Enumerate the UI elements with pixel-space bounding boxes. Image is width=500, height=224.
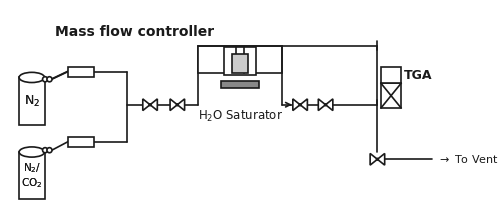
- Text: H$_2$O Saturator: H$_2$O Saturator: [198, 109, 284, 124]
- Polygon shape: [178, 99, 184, 111]
- Polygon shape: [170, 99, 177, 111]
- Bar: [221, 81, 259, 88]
- Bar: [232, 54, 248, 73]
- Bar: [68, 137, 94, 146]
- Bar: [381, 83, 401, 108]
- Polygon shape: [300, 99, 308, 111]
- Polygon shape: [326, 99, 333, 111]
- Polygon shape: [150, 99, 158, 111]
- Circle shape: [47, 77, 52, 82]
- Bar: [19, 152, 44, 199]
- Polygon shape: [370, 153, 378, 165]
- Polygon shape: [318, 99, 326, 111]
- Circle shape: [376, 158, 379, 161]
- Text: N$_2$/
CO$_2$: N$_2$/ CO$_2$: [21, 161, 42, 190]
- Circle shape: [148, 103, 152, 106]
- Text: Mass flow controller: Mass flow controller: [54, 25, 214, 39]
- Polygon shape: [293, 99, 300, 111]
- Circle shape: [42, 77, 48, 82]
- Circle shape: [298, 103, 302, 106]
- Text: N$_2$: N$_2$: [24, 94, 40, 109]
- Circle shape: [176, 103, 178, 106]
- Bar: [19, 78, 44, 125]
- Bar: [68, 67, 94, 77]
- Circle shape: [42, 148, 48, 153]
- Circle shape: [324, 103, 327, 106]
- Ellipse shape: [19, 72, 44, 82]
- Text: TGA: TGA: [404, 69, 432, 82]
- Ellipse shape: [19, 147, 44, 157]
- Polygon shape: [378, 153, 384, 165]
- Text: N$_2$/
CO$_2$: N$_2$/ CO$_2$: [21, 161, 42, 190]
- Text: N$_2$: N$_2$: [24, 94, 40, 109]
- Text: $\rightarrow$ To Vent: $\rightarrow$ To Vent: [436, 153, 498, 165]
- Polygon shape: [143, 99, 150, 111]
- Bar: [224, 47, 256, 75]
- Bar: [381, 67, 401, 83]
- Circle shape: [47, 148, 52, 153]
- Bar: [198, 46, 282, 73]
